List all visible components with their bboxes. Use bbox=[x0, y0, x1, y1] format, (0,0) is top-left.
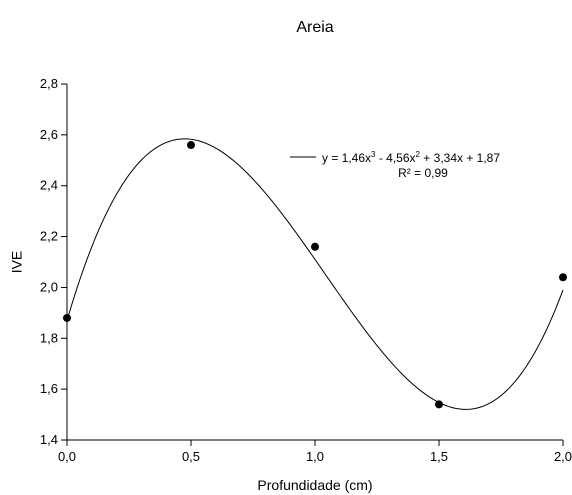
y-tick-label: 2,0 bbox=[40, 279, 58, 294]
data-point bbox=[559, 273, 567, 282]
data-point bbox=[63, 313, 71, 322]
y-tick-label: 1,6 bbox=[40, 381, 58, 396]
x-tick-label: 0,0 bbox=[58, 449, 76, 464]
y-tick-label: 1,4 bbox=[40, 432, 58, 447]
y-tick-label: 2,4 bbox=[40, 178, 58, 193]
y-tick-label: 2,8 bbox=[40, 76, 58, 91]
x-tick-label: 1,0 bbox=[306, 449, 324, 464]
y-axis-label: IVE bbox=[9, 251, 25, 274]
equation-part-3: + 3,34x + 1,87 bbox=[420, 151, 500, 165]
data-point bbox=[311, 242, 319, 251]
data-point bbox=[187, 141, 195, 150]
equation-part-1: y = 1,46x bbox=[322, 151, 371, 165]
y-tick-label: 2,2 bbox=[40, 229, 58, 244]
data-points bbox=[63, 141, 567, 409]
x-tick-label: 1,5 bbox=[430, 449, 448, 464]
equation-part-2: - 4,56x bbox=[375, 151, 415, 165]
legend-r-squared: R² = 0,99 bbox=[398, 166, 448, 180]
x-axis-label: Profundidade (cm) bbox=[257, 477, 372, 493]
data-point bbox=[435, 400, 443, 409]
y-tick-label: 1,8 bbox=[40, 330, 58, 345]
axes: 1,4 1,6 1,8 2,0 2,2 2,4 2,6 2,8 0,0 0,5 1,0 1,5 2,0 bbox=[40, 76, 572, 464]
equation-exponent-3: 3 bbox=[371, 150, 376, 159]
equation-exponent-2: 2 bbox=[416, 150, 421, 159]
fit-curve-group bbox=[66, 138, 564, 410]
legend-equation: y = 1,46x3 - 4,56x2 + 3,34x + 1,87 bbox=[322, 150, 500, 165]
x-tick-label: 0,5 bbox=[182, 449, 200, 464]
chart-title: Areia bbox=[296, 19, 333, 36]
fit-curve bbox=[66, 138, 564, 410]
x-tick-label: 2,0 bbox=[554, 449, 572, 464]
y-tick-label: 2,6 bbox=[40, 127, 58, 142]
legend: y = 1,46x3 - 4,56x2 + 3,34x + 1,87 R² = … bbox=[290, 150, 500, 180]
